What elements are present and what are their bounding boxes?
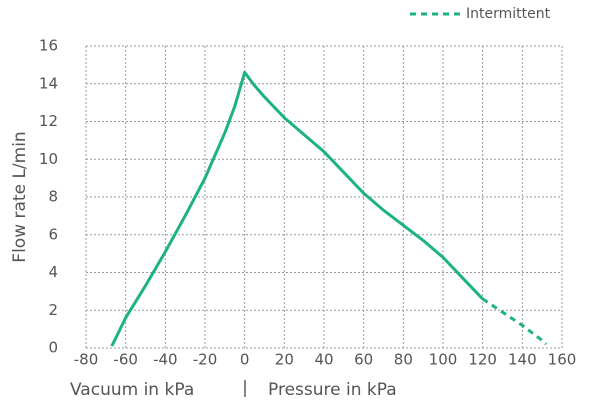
x-tick-label: 140 — [508, 351, 537, 369]
x-axis-separator: | — [242, 378, 248, 398]
x-tick-label: 80 — [394, 351, 413, 369]
x-tick-label: -20 — [193, 351, 218, 369]
x-tick-label: 0 — [240, 351, 250, 369]
line-series — [481, 297, 548, 346]
x-tick-label: 40 — [314, 351, 333, 369]
x-axis-label: Pressure in kPa — [268, 380, 397, 400]
x-tick-label: 160 — [548, 351, 577, 369]
y-tick-label: 0 — [48, 339, 58, 357]
y-tick-label: 8 — [48, 188, 58, 206]
x-tick-label: 20 — [275, 351, 294, 369]
x-tick-label: -60 — [113, 351, 138, 369]
y-tick-label: 2 — [48, 301, 58, 319]
x-tick-label: 60 — [354, 351, 373, 369]
line-series — [110, 70, 484, 347]
x-tick-label: 100 — [429, 351, 458, 369]
y-axis-label: Flow rate L/min — [10, 131, 30, 262]
x-tick-label: 120 — [468, 351, 497, 369]
x-tick-label: -80 — [74, 351, 99, 369]
x-tick-label: -40 — [153, 351, 178, 369]
y-tick-label: 12 — [39, 112, 58, 130]
y-tick-label: 4 — [48, 263, 58, 281]
y-tick-label: 14 — [39, 74, 58, 92]
y-tick-label: 10 — [39, 150, 58, 168]
y-tick-label: 6 — [48, 225, 58, 243]
y-tick-label: 16 — [39, 37, 58, 55]
legend-label: Intermittent — [466, 6, 551, 22]
x-axis-label: Vacuum in kPa — [70, 380, 194, 400]
